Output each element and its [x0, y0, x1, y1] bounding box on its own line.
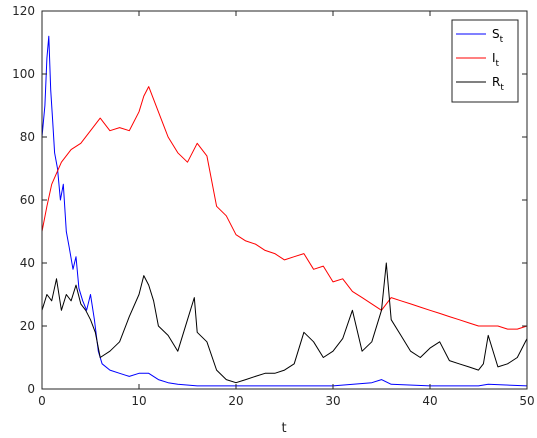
x-tick-label: 30: [325, 394, 340, 408]
legend: St It Rt: [451, 19, 519, 103]
series-line-Rt: [41, 262, 528, 384]
y-tick-label: 20: [20, 319, 35, 333]
y-tick-label: 100: [12, 67, 35, 81]
ticks-layer: 0 10 20 30 40 50 0 20 40 60 80 100 120: [12, 4, 535, 408]
x-tick-label: 40: [422, 394, 437, 408]
y-tick-label: 60: [20, 193, 35, 207]
series-line-It: [41, 86, 528, 330]
x-tick-label: 0: [38, 394, 46, 408]
x-tick-label: 50: [519, 394, 534, 408]
legend-label-Rt: Rt: [492, 75, 504, 93]
y-tick-label: 120: [12, 4, 35, 18]
legend-items: St It Rt: [456, 27, 504, 93]
series-line-St: [41, 35, 528, 387]
x-axis-label: t: [281, 421, 286, 436]
x-tick-label: 20: [228, 394, 243, 408]
y-tick-label: 0: [27, 382, 35, 396]
legend-label-It: It: [492, 51, 500, 69]
legend-label-St: St: [492, 27, 504, 45]
x-tick-label: 10: [131, 394, 146, 408]
plot-area: [42, 11, 527, 389]
y-tick-label: 40: [20, 256, 35, 270]
y-tick-label: 80: [20, 130, 35, 144]
series-layer: [41, 35, 528, 387]
legend-box: [451, 19, 519, 103]
